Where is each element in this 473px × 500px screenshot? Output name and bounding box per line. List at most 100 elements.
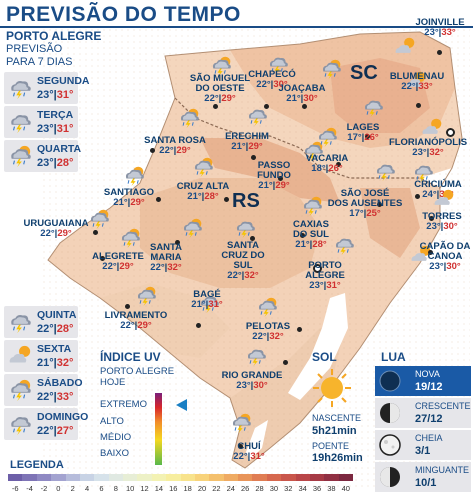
day-min-temp: 23° xyxy=(37,89,54,101)
city-forecast: SÃO MIGUEL DO OESTE 22°|29° xyxy=(189,73,251,104)
legend-tick-label: 22 xyxy=(212,484,221,493)
city-max-temp: 31° xyxy=(250,451,265,462)
last-quarter-moon-icon xyxy=(379,466,401,488)
day-temps: 23°|28° xyxy=(37,157,74,169)
city-marker xyxy=(302,104,307,109)
city-marker xyxy=(297,327,302,332)
uv-level-medio: MÉDIO xyxy=(100,432,132,443)
storm-sun-icon xyxy=(7,144,33,168)
city-marker xyxy=(264,104,269,109)
city-marker xyxy=(250,236,255,241)
city-min-temp: 22° xyxy=(120,320,135,331)
moon-phase-name: CHEIA xyxy=(415,433,443,443)
city-forecast: ERECHIM 21°|29° xyxy=(225,131,269,152)
legend-tick-label: 38 xyxy=(327,484,336,493)
storm-icon xyxy=(372,160,398,182)
day-name: SEGUNDA xyxy=(37,75,90,87)
storm-sun-icon xyxy=(117,227,143,249)
city-min-temp: 23° xyxy=(236,380,251,391)
city-marker xyxy=(100,256,105,261)
city-forecast: BAGÉ 21°|31° xyxy=(191,289,223,310)
city-min-temp: 21° xyxy=(286,93,301,104)
city-marker xyxy=(278,176,283,181)
storm-sun-icon xyxy=(176,107,202,129)
legend-color-swatch xyxy=(209,474,224,481)
legend-color-swatch xyxy=(8,474,23,481)
uv-title: ÍNDICE UV xyxy=(100,350,161,364)
legend-color-swatch xyxy=(79,474,95,481)
legend-color-swatch xyxy=(94,474,109,481)
city-min-temp: 22° xyxy=(204,93,219,104)
sun-cloud-icon xyxy=(408,244,434,266)
day-min-temp: 22° xyxy=(37,391,54,403)
full-moon-icon xyxy=(379,434,401,456)
legend-tick-label: 26 xyxy=(241,484,250,493)
day-name: QUINTA xyxy=(37,309,77,321)
city-marker xyxy=(93,230,98,235)
day-name: QUARTA xyxy=(37,143,82,155)
city-min-temp: 23° xyxy=(424,27,439,38)
sunrise-time: 5h21min xyxy=(312,425,357,437)
legend-color-swatch xyxy=(36,474,52,481)
storm-icon xyxy=(232,217,258,239)
legend-tick-label: 14 xyxy=(154,484,164,493)
city-max-temp: 29° xyxy=(248,141,263,152)
legend-color-swatch xyxy=(266,474,282,481)
sun-cloud-icon xyxy=(431,188,457,210)
city-max-temp: 33° xyxy=(441,27,456,38)
legend-color-swatch xyxy=(180,474,195,481)
moon-phase-name: MINGUANTE xyxy=(415,465,469,475)
city-forecast: LAGES 17°|26° xyxy=(346,122,380,143)
city-forecast: SANTIAGO 21°|29° xyxy=(103,187,155,208)
day-temps: 22°|28° xyxy=(37,323,74,335)
city-max-temp: 30° xyxy=(443,221,458,232)
city-name: LAGES xyxy=(346,122,380,133)
storm-sun-icon xyxy=(7,378,33,402)
moon-phase-name: CRESCENTE xyxy=(415,401,471,411)
legend-tick-label: 10 xyxy=(126,484,135,493)
moon-phase-date: 19/12 xyxy=(415,381,443,393)
day-max-temp: 33° xyxy=(56,391,74,403)
city-name: TORRES xyxy=(422,211,462,222)
city-forecast: TORRES 23°|30° xyxy=(422,211,462,232)
storm-sun-icon xyxy=(300,140,326,162)
sunset-label: POENTE xyxy=(312,441,350,451)
city-max-temp: 30° xyxy=(446,261,461,272)
legend-tick-label: 6 xyxy=(99,484,104,493)
day-min-temp: 23° xyxy=(37,157,54,169)
legend-tick-label: 2 xyxy=(70,484,75,493)
legend-tick-label: 20 xyxy=(197,484,207,493)
day-max-temp: 31° xyxy=(56,89,74,101)
uv-level-alto: ALTO xyxy=(100,416,124,427)
day-forecast-card: SÁBADO 22°|33° xyxy=(4,374,83,406)
legend-color-swatch xyxy=(108,474,123,481)
moon-phase-item: CHEIA 3/1 xyxy=(375,430,471,460)
forecast-sub2: PARA 7 DIAS xyxy=(6,56,73,68)
storm-icon xyxy=(360,96,386,118)
storm-icon xyxy=(196,292,222,314)
legend-color-swatch xyxy=(51,474,66,481)
city-min-temp: 23° xyxy=(412,147,427,158)
city-forecast: CRUZ ALTA 21°|28° xyxy=(176,181,230,202)
legend-tick-label: 40 xyxy=(341,484,350,493)
city-max-temp: 30° xyxy=(253,380,268,391)
city-marker xyxy=(213,104,218,109)
city-name: CAPÃO DA CANOA xyxy=(419,241,471,262)
day-temps: 22°|27° xyxy=(37,425,74,437)
weather-map xyxy=(40,28,470,488)
legend-color-swatch xyxy=(166,474,181,481)
city-name: VACARIA xyxy=(305,153,349,164)
city-min-temp: 23° xyxy=(426,221,441,232)
sun-cloud-icon xyxy=(392,36,418,58)
legend-color-swatch xyxy=(123,474,138,481)
city-forecast: JOAÇABA 21°|30° xyxy=(278,83,326,104)
city-min-temp: 17° xyxy=(347,132,362,143)
city-max-temp: 29° xyxy=(221,93,236,104)
storm-sun-icon xyxy=(254,296,280,318)
day-name: DOMINGO xyxy=(37,411,89,423)
city-name: RIO GRANDE xyxy=(221,370,283,381)
city-name: JOINVILLE xyxy=(415,17,465,28)
legend-title: LEGENDA xyxy=(10,459,64,471)
city-name: CRICIÚMA xyxy=(414,179,462,190)
city-forecast: ALEGRETE 22°|29° xyxy=(92,251,144,272)
